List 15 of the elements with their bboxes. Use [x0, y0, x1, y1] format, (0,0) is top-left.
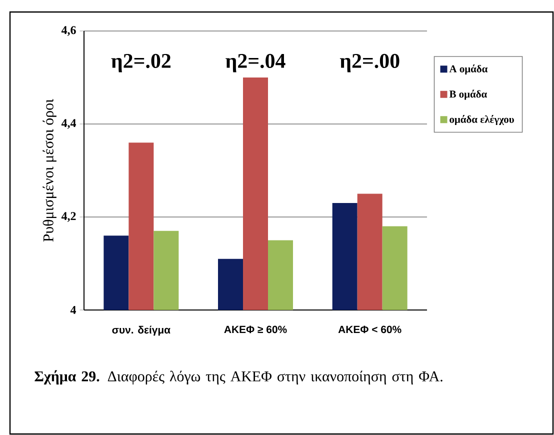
x-tick-label: ΑΚΕΦ < 60% [338, 326, 402, 334]
x-tick-label: ΑΚΕΦ ≥ 60% [224, 326, 287, 334]
legend-label: ομάδα ελέγχου [450, 115, 514, 125]
annotation: η2=.02 [111, 54, 170, 72]
x-tick-label: συν. δείγμα [112, 326, 170, 336]
legend-label: Β ομάδα [449, 90, 488, 100]
y-axis-title: Ρυθμισμένοι μέσοι όροι [42, 98, 56, 242]
annotation: η2=.04 [226, 54, 286, 72]
y-tick-label: 4,6 [61, 26, 76, 36]
legend-label: Α ομάδα [449, 64, 488, 74]
text: Σχήμα 29. Διαφορές λόγω της ΑΚΕΦ στην ικανοποίηση στη ΦΑ. [34, 370, 442, 384]
y-tick-label: 4,4 [61, 119, 76, 129]
annotation: η2=.00 [340, 54, 400, 72]
y-tick-label: 4,2 [61, 212, 76, 222]
y-tick-label: 4 [70, 306, 76, 314]
